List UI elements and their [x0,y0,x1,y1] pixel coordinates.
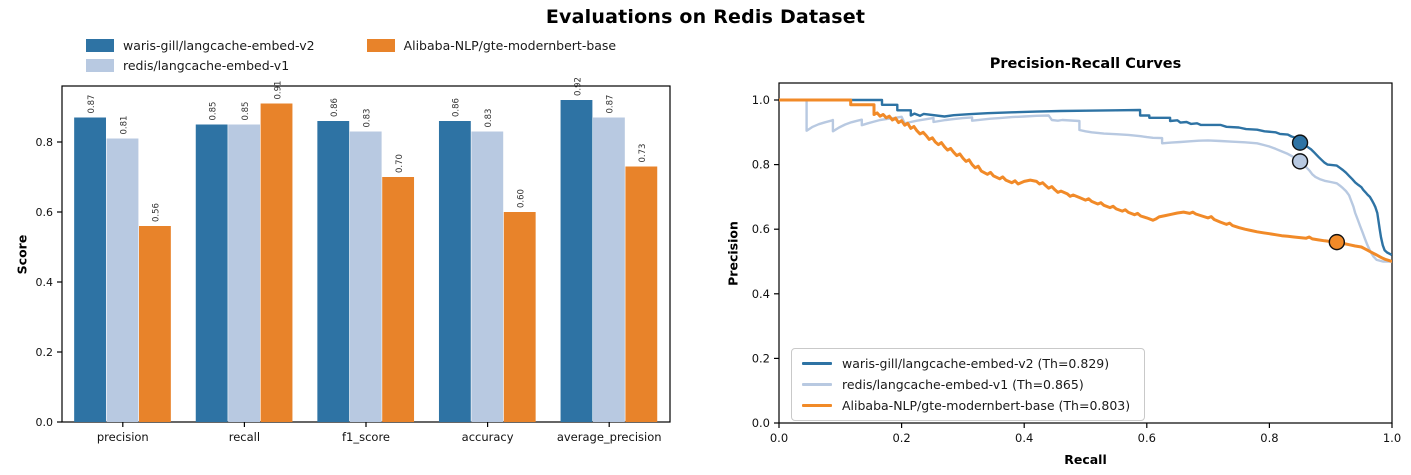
svg-text:precision: precision [97,430,149,444]
pr-legend-label-base: Alibaba-NLP/gte-modernbert-base (Th=0.80… [842,398,1131,413]
bar-chart-legend: waris-gill/langcache-embed-v2 Alibaba-NL… [86,38,616,73]
legend-swatch-v1 [86,59,114,72]
legend-item-v1: redis/langcache-embed-v1 [86,58,315,73]
legend-swatch-v2 [86,39,114,52]
svg-text:0.6: 0.6 [36,206,54,219]
svg-text:0.0: 0.0 [36,416,54,429]
legend-label-v1: redis/langcache-embed-v1 [123,58,290,73]
svg-text:0.85: 0.85 [208,102,218,121]
svg-text:0.91: 0.91 [273,81,283,100]
bar-recall-s1 [228,124,261,422]
pr-chart-title: Precision-Recall Curves [989,56,1182,72]
pr-chart-y-axis-label: Precision [725,221,741,286]
svg-text:0.70: 0.70 [395,154,405,173]
legend-item-v2: waris-gill/langcache-embed-v2 [86,38,315,53]
legend-swatch-base [366,39,395,52]
bar-recall-s0 [195,124,228,422]
svg-text:0.0: 0.0 [770,431,788,445]
legend-item-base: Alibaba-NLP/gte-modernbert-base [366,38,617,53]
svg-text:0.60: 0.60 [517,189,527,208]
pr-curve-2 [779,98,1392,263]
pr-plot-area: 0.0 0.2 0.4 0.6 0.8 1.0 0.0 0.2 0.4 0.6 0.8 1.0 [752,82,1401,445]
pr-legend-line-base [802,404,832,407]
svg-text:0.86: 0.86 [452,98,462,117]
legend-label-base: Alibaba-NLP/gte-modernbert-base [403,38,617,53]
svg-text:f1_score: f1_score [342,430,390,444]
bar-accuracy-s2 [503,212,536,422]
legend-label-v2: waris-gill/langcache-embed-v2 [123,38,315,53]
threshold-marker-0 [1291,134,1309,151]
svg-text:accuracy: accuracy [462,430,514,444]
svg-text:0.73: 0.73 [638,144,648,163]
pr-curve-0 [779,98,1392,257]
bar-precision-s2 [139,226,171,422]
svg-text:0.8: 0.8 [752,158,770,172]
svg-text:0.6: 0.6 [1138,431,1156,445]
pr-legend-line-v2 [802,362,832,365]
pr-legend-item-v1: redis/langcache-embed-v1 (Th=0.865) [802,377,1130,392]
svg-text:recall: recall [229,430,260,444]
svg-text:0.2: 0.2 [892,431,910,445]
bar-plot-area: 0.0 0.2 0.4 0.6 0.8 precision 0.87 0.81 0.56 reca… [36,77,671,444]
svg-text:0.92: 0.92 [573,77,583,96]
svg-text:0.87: 0.87 [87,95,97,114]
svg-text:0.2: 0.2 [752,351,770,365]
threshold-marker-1 [1291,153,1309,170]
svg-text:0.85: 0.85 [241,102,251,121]
svg-text:0.4: 0.4 [1015,431,1033,445]
svg-text:0.87: 0.87 [606,95,616,114]
pr-curve-chart: 0.0 0.2 0.4 0.6 0.8 1.0 0.0 0.2 0.4 0.6 0.8 1.0 [752,82,1401,445]
svg-text:0.81: 0.81 [119,116,129,135]
svg-text:1.0: 1.0 [1383,431,1401,445]
figure-title: Evaluations on Redis Dataset [545,6,866,28]
svg-text:0.8: 0.8 [1260,431,1278,445]
svg-text:0.4: 0.4 [752,287,770,301]
bar-f1_score-s1 [349,131,382,422]
pr-chart-x-axis-label: Recall [1064,452,1107,467]
pr-legend-label-v1: redis/langcache-embed-v1 (Th=0.865) [842,377,1084,392]
bar-recall-s2 [260,103,293,422]
bar-accuracy-s0 [438,121,471,422]
pr-chart-legend: waris-gill/langcache-embed-v2 (Th=0.829)… [791,348,1146,421]
pr-legend-line-v1 [802,383,832,386]
svg-text:average_precision: average_precision [557,430,662,444]
pr-legend-item-v2: waris-gill/langcache-embed-v2 (Th=0.829) [802,356,1130,371]
bar-average_precision-s1 [592,117,625,422]
svg-text:0.0: 0.0 [752,416,770,430]
svg-text:0.83: 0.83 [363,109,373,128]
svg-text:0.4: 0.4 [36,276,54,289]
svg-text:0.86: 0.86 [330,98,340,117]
bar-chart-y-axis-label: Score [14,234,30,275]
svg-text:0.56: 0.56 [152,203,162,222]
bar-f1_score-s2 [382,177,415,422]
bar-average_precision-s2 [625,166,658,422]
bar-chart: 0.0 0.2 0.4 0.6 0.8 precision 0.87 0.81 0.56 reca… [36,77,671,444]
svg-text:1.0: 1.0 [752,93,770,107]
bar-f1_score-s0 [317,121,350,422]
svg-text:0.83: 0.83 [484,109,494,128]
threshold-marker-2 [1328,233,1346,251]
bar-precision-s0 [74,117,106,422]
svg-text:0.6: 0.6 [752,222,770,236]
bar-accuracy-s1 [471,131,504,422]
bar-precision-s1 [106,138,139,422]
bar-average_precision-s0 [560,100,593,422]
pr-legend-label-v2: waris-gill/langcache-embed-v2 (Th=0.829) [842,356,1110,371]
pr-legend-item-base: Alibaba-NLP/gte-modernbert-base (Th=0.80… [802,398,1130,413]
pr-curve-1 [779,98,1392,263]
svg-text:0.2: 0.2 [36,346,54,359]
svg-text:0.8: 0.8 [36,136,54,149]
